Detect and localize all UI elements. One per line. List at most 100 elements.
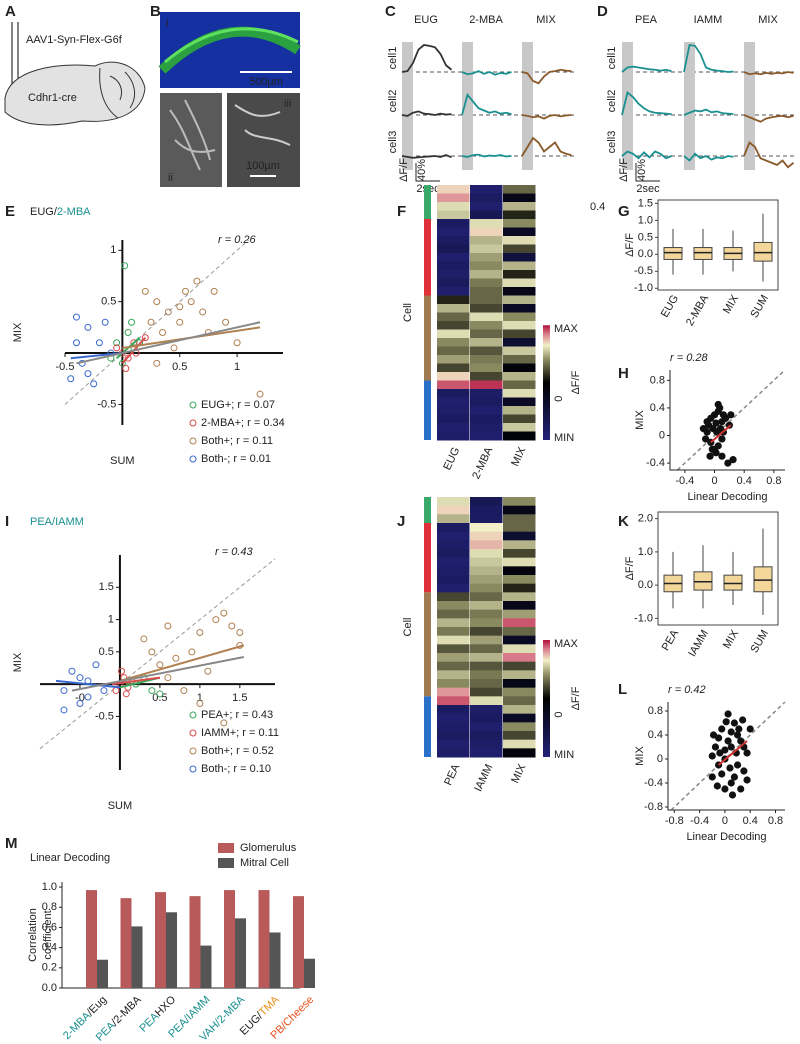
scatter-point (739, 716, 746, 723)
scatter-point (257, 391, 263, 397)
bar (259, 890, 270, 988)
heatmap-cell (503, 540, 536, 549)
panel-letter: D (597, 3, 608, 20)
panel-title: EUG/2-MBA (30, 206, 91, 218)
y-tick-label: -0.8 (644, 801, 663, 813)
sub-label: i (166, 18, 168, 30)
heatmap-cell (437, 566, 470, 575)
x-tick-label: IAMM (686, 628, 711, 659)
sub-label: iii (284, 98, 291, 110)
y-tick-label: -0.5 (97, 398, 116, 410)
scatter-point (735, 725, 742, 732)
virus-label: AAV1-Syn-Flex-G6f (26, 34, 123, 46)
heatmap-cell (503, 575, 536, 584)
stimulus (402, 85, 413, 129)
x-tick-label: EUG (659, 293, 681, 320)
y-axis-label: MIX (12, 322, 24, 342)
colorbar-label: MAX (554, 323, 579, 335)
panel-title-part: PEA (30, 516, 53, 528)
x-tick-label: -0.5 (56, 361, 75, 373)
y-tick-label: -0.5 (95, 710, 114, 722)
x-tick-label: 1 (197, 692, 203, 704)
column-label: IAMM (472, 762, 495, 793)
y-axis-label: Cell (402, 618, 414, 637)
scatter-point (715, 401, 722, 408)
heatmap-cell (503, 644, 536, 653)
stimulus (622, 42, 633, 86)
heatmap-cell (503, 253, 536, 262)
identity-line (677, 370, 785, 470)
heatmap-cell (437, 406, 470, 415)
y-axis-label: MIX (12, 652, 24, 672)
heatmap-cell (470, 347, 503, 356)
heatmap-cell (470, 722, 503, 731)
scatter-point (724, 710, 731, 717)
heatmap-cell (503, 202, 536, 211)
scatter-point (731, 719, 738, 726)
heatmap-cell (437, 506, 470, 515)
column-label: EUG (441, 445, 462, 472)
scatter-point (148, 319, 154, 325)
heatmap-cell (470, 364, 503, 373)
heatmap-cell (503, 194, 536, 203)
x-tick-label: 0.5 (152, 692, 167, 704)
heatmap-cell (470, 432, 503, 441)
y-tick-label: 0 (659, 429, 665, 441)
scale-label: ΔF/F (398, 158, 410, 182)
panel-letter: C (385, 3, 396, 20)
heatmap-cell (437, 338, 470, 347)
heatmap-cell (470, 540, 503, 549)
scatter-point (91, 381, 97, 387)
bar (132, 926, 143, 988)
row-label: cell1 (387, 47, 399, 70)
heatmap-cell (437, 670, 470, 679)
y-tick-label: 0.5 (101, 296, 116, 308)
heatmap-cell (437, 653, 470, 662)
heatmap-cell (503, 185, 536, 194)
heatmap-cell (437, 202, 470, 211)
scatter-point (716, 749, 723, 756)
heatmap-cell (437, 236, 470, 245)
scatter-point (123, 691, 129, 697)
scatter-point (68, 376, 74, 382)
bar (224, 890, 235, 988)
y-tick-label: 1.0 (638, 546, 653, 558)
stimulus (462, 126, 473, 170)
heatmap-cell (437, 662, 470, 671)
heatmap-cell (437, 219, 470, 228)
heatmap-cell (503, 532, 536, 541)
scatter-point (737, 785, 744, 792)
x-axis-label: SUM (110, 455, 134, 467)
colorbar-label: 0 (553, 711, 565, 717)
heatmap-cell (437, 432, 470, 441)
bar (155, 892, 166, 988)
y-axis-label: ΔF/F (624, 556, 636, 580)
heatmap-cell (437, 497, 470, 506)
heatmap-cell (503, 731, 536, 740)
mouse-label: Cdhr1-cre (28, 92, 77, 104)
scatter-point (724, 460, 731, 467)
panel-title-part: /IAMM (52, 516, 84, 528)
heatmap-cell (470, 372, 503, 381)
heatmap-cell (470, 330, 503, 339)
scatter-point (718, 770, 725, 777)
box (754, 567, 772, 592)
y-tick-label: 0.4 (650, 402, 665, 414)
heatmap-cell (470, 705, 503, 714)
heatmap-cell (503, 432, 536, 441)
panel-title-part: 2-MBA (57, 206, 91, 218)
scatter-point (700, 425, 707, 432)
stimulus (684, 85, 695, 129)
heatmap-cell (503, 601, 536, 610)
heatmap-cell (437, 381, 470, 390)
x-tick-label: 0.4 (743, 815, 758, 827)
fit-line (120, 645, 244, 681)
identity-line (65, 240, 249, 404)
sub-label: ii (168, 172, 173, 184)
heatmap-cell (437, 245, 470, 254)
heatmap-cell (470, 270, 503, 279)
x-tick-label: 0 (711, 475, 717, 487)
legend-label: IAMM+; r = 0.11 (201, 727, 279, 739)
scatter-point (73, 340, 79, 346)
